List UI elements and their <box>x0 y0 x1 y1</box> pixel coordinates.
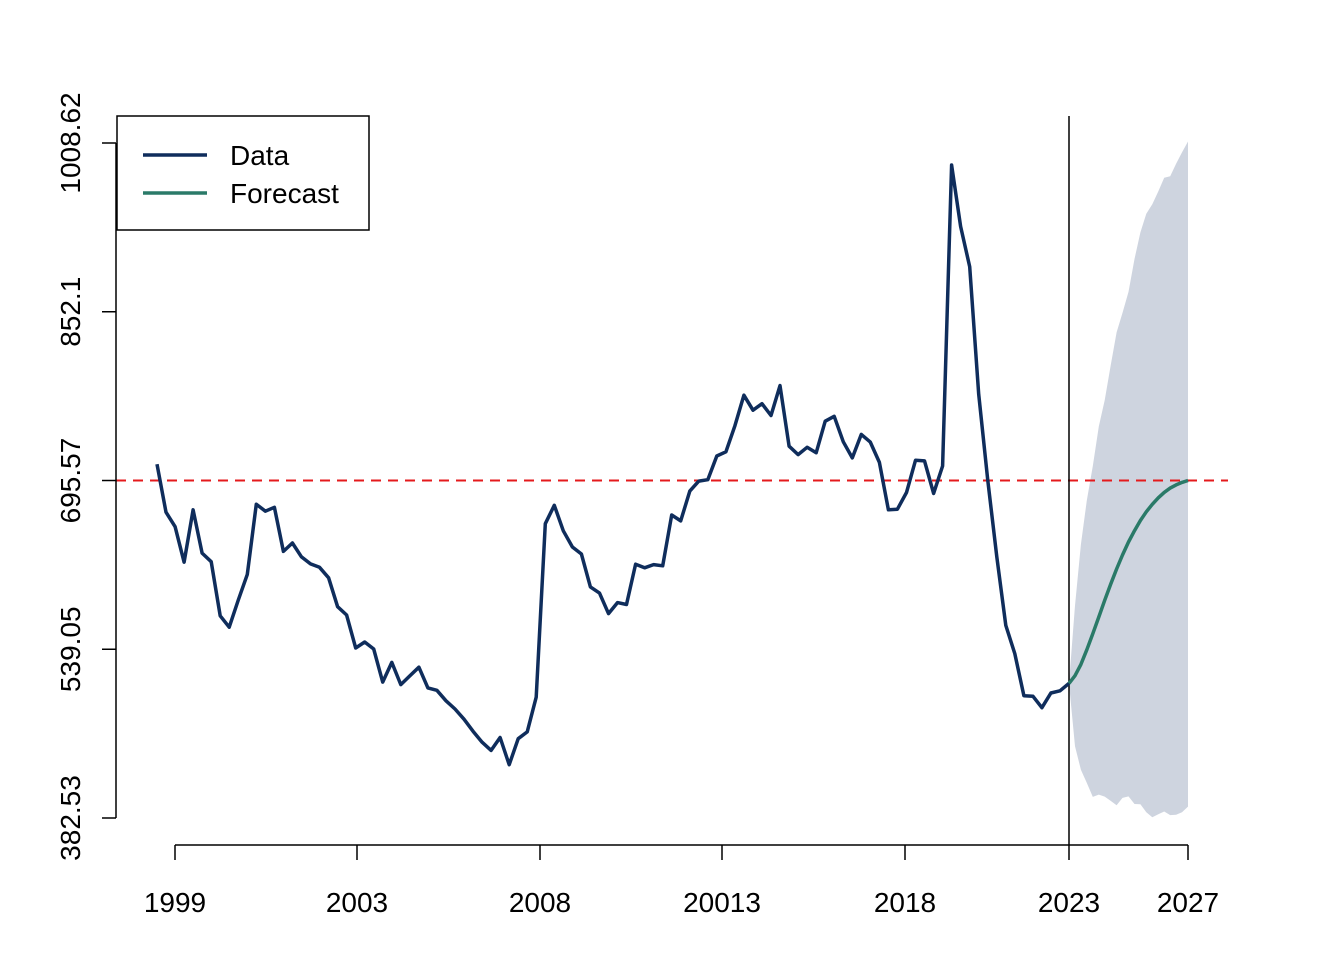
legend: Data Forecast <box>116 115 370 231</box>
forecast-interval-band <box>1069 141 1188 818</box>
x-tick-label: 1999 <box>144 887 206 918</box>
y-tick-label: 382.53 <box>55 775 86 861</box>
legend-box <box>116 115 370 231</box>
axes: 382.53 539.05 695.57 852.1 1008.62 1999 2003 20… <box>55 92 1219 918</box>
series-line-forecast <box>1067 478 1189 685</box>
forecast-interval-layer <box>1069 141 1188 818</box>
legend-label-forecast: Forecast <box>230 178 339 209</box>
legend-label-data: Data <box>230 140 290 171</box>
x-tick-label: 2003 <box>326 887 388 918</box>
x-tick-label: 2027 <box>1157 887 1219 918</box>
y-tick-label: 539.05 <box>55 606 86 692</box>
y-tick-label: 695.57 <box>55 438 86 524</box>
series-layer <box>155 163 1189 767</box>
x-tick-label: 20013 <box>683 887 761 918</box>
x-tick-label: 2023 <box>1038 887 1100 918</box>
reference-layer <box>116 116 1228 845</box>
x-tick-label: 2018 <box>874 887 936 918</box>
y-tick-label: 852.1 <box>55 277 86 347</box>
series-line-data <box>155 163 1071 767</box>
y-tick-label: 1008.62 <box>55 92 86 193</box>
x-tick-label: 2008 <box>509 887 571 918</box>
